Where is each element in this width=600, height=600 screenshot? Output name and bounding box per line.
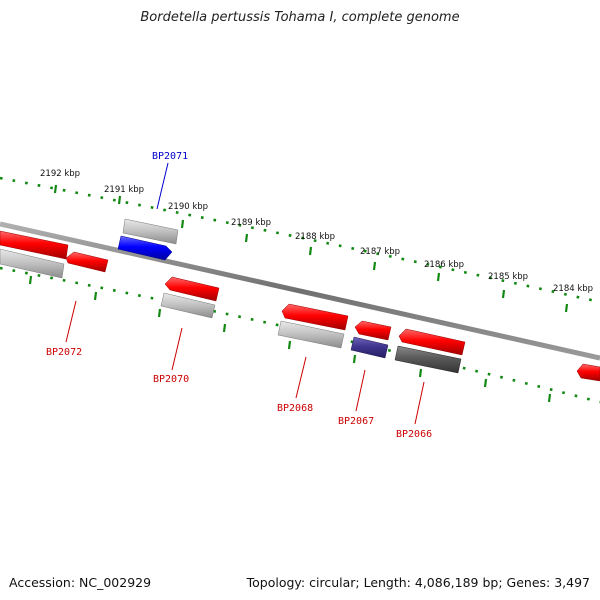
outer-major-ticks (53, 184, 569, 313)
gene-arrow-bp2072[interactable] (0, 230, 69, 260)
leader-bp2066 (414, 381, 425, 425)
tick (564, 303, 569, 313)
scale-label: 2185 kbp (488, 272, 528, 282)
tick (28, 275, 33, 285)
gene-label-bp2072[interactable]: BP2072 (46, 347, 82, 358)
gene-label-bp2068[interactable]: BP2068 (277, 403, 313, 414)
leader-bp2071 (156, 162, 169, 210)
genome-backbone (0, 221, 600, 361)
accession-label: Accession: NC_002929 (9, 575, 152, 590)
gene-arrow[interactable] (350, 336, 389, 359)
map-title: Bordetella pertussis Tohama I, complete … (140, 10, 460, 25)
inner-major-ticks (28, 275, 552, 403)
scale-label: 2184 kbp (553, 284, 593, 294)
tick (222, 323, 227, 333)
leader-bp2070 (171, 327, 183, 371)
tick (53, 184, 58, 194)
gene-label-bp2071[interactable]: BP2071 (152, 151, 188, 162)
gene-arrow[interactable] (122, 218, 179, 245)
gene-label-bp2067[interactable]: BP2067 (338, 416, 374, 427)
tick (157, 308, 162, 318)
tick (483, 378, 488, 388)
scale-label: 2190 kbp (168, 202, 208, 212)
gene-arrow-bp2066[interactable] (398, 328, 466, 356)
gene-arrow-bp2070[interactable] (164, 276, 220, 302)
scale-label: 2186 kbp (424, 260, 464, 270)
tick (501, 289, 506, 299)
tick (244, 233, 249, 243)
tick (352, 354, 357, 364)
tick (418, 368, 423, 378)
gene-label-bp2070[interactable]: BP2070 (153, 374, 189, 385)
leader-bp2067 (355, 369, 366, 412)
gene-arrow-bp2067[interactable] (354, 320, 392, 341)
gene-arrow-bp2068[interactable] (281, 303, 349, 331)
tick (117, 195, 122, 205)
tick (547, 393, 552, 403)
gene-arrow[interactable] (277, 320, 345, 349)
gene-arrow[interactable] (394, 345, 462, 374)
scale-label: 2187 kbp (360, 247, 400, 257)
genome-summary: Topology: circular; Length: 4,086,189 bp… (246, 575, 590, 590)
scale-label: 2191 kbp (104, 185, 144, 195)
tick (308, 246, 313, 256)
scale-label: 2192 kbp (40, 169, 80, 179)
gene-arrow[interactable] (65, 251, 109, 273)
tick (287, 340, 292, 350)
gene-arrow[interactable] (160, 292, 216, 319)
scale-label: 2188 kbp (295, 232, 335, 242)
gene-label-bp2066[interactable]: BP2066 (396, 429, 432, 440)
gene-arrow[interactable] (576, 363, 600, 382)
outer-scale-dots (0, 176, 600, 304)
tick (180, 219, 185, 229)
label-leaders (65, 162, 425, 425)
leader-bp2068 (295, 356, 307, 399)
tick (436, 272, 441, 282)
leader-bp2072 (65, 300, 77, 343)
gene-arrow[interactable] (0, 248, 65, 279)
gene-arrow-bp2071[interactable] (117, 235, 173, 261)
tick (93, 291, 98, 301)
scale-label: 2189 kbp (231, 218, 271, 228)
tick (372, 261, 377, 271)
